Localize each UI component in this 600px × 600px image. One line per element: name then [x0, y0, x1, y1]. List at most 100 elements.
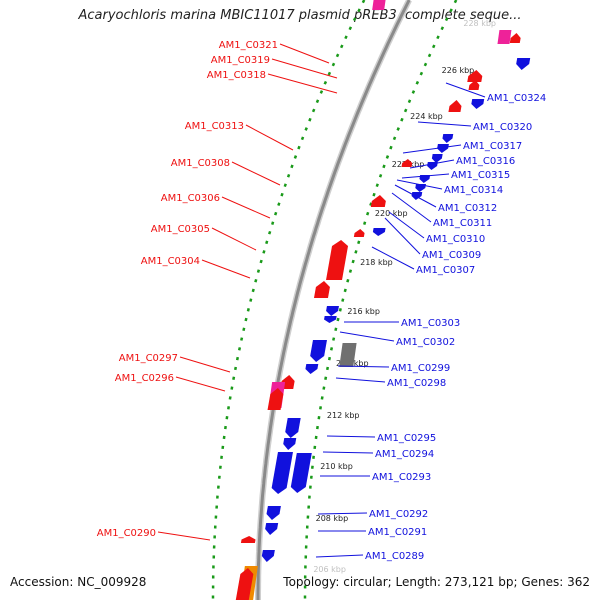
summary-label: Topology: circular; Length: 273,121 bp; … — [283, 575, 590, 589]
gene-label-right: AM1_C0320 — [473, 122, 532, 133]
kbp-tick-label: 218 kbp — [360, 258, 393, 267]
gene-label-left: AM1_C0297 — [119, 353, 178, 364]
gene-label-left: AM1_C0319 — [211, 55, 270, 66]
kbp-tick-label: 212 kbp — [327, 411, 360, 420]
gene-label-right: AM1_C0295 — [377, 433, 436, 444]
kbp-tick-label: 216 kbp — [347, 307, 380, 316]
gene-block — [419, 175, 431, 183]
gene-leader-line — [388, 211, 425, 239]
gene-leader-line — [175, 376, 226, 392]
gene-leader-line — [402, 144, 462, 154]
gene-label-left: AM1_C0296 — [115, 373, 174, 384]
gene-label-left: AM1_C0304 — [141, 256, 200, 267]
kbp-tick-label: 210 kbp — [320, 462, 353, 471]
gene-label-right: AM1_C0316 — [456, 156, 515, 167]
gene-leader-line — [211, 227, 257, 251]
gene-block — [471, 99, 485, 109]
gene-block — [339, 343, 357, 367]
gene-block — [431, 154, 443, 163]
gene-leader-line — [221, 196, 271, 219]
gene-leader-line — [417, 121, 472, 127]
gene-block — [326, 306, 339, 316]
gene-label-right: AM1_C0302 — [396, 337, 455, 348]
gene-label-right: AM1_C0315 — [451, 170, 510, 181]
gene-block — [509, 33, 521, 43]
gene-block — [235, 568, 254, 600]
gene-label-right: AM1_C0303 — [401, 318, 460, 329]
gene-leader-line — [339, 331, 395, 342]
gene-leader-line — [326, 435, 376, 438]
gene-label-right: AM1_C0299 — [391, 363, 450, 374]
backbone-circle — [256, 0, 411, 600]
gene-block — [240, 536, 256, 543]
gene-label-right: AM1_C0311 — [433, 218, 492, 229]
gene-label-left: AM1_C0308 — [171, 158, 230, 169]
gene-block — [266, 506, 281, 520]
gene-block — [290, 453, 312, 493]
gene-leader-line — [384, 217, 421, 255]
gene-block — [326, 240, 349, 280]
gene-leader-line — [315, 554, 364, 558]
gene-block — [271, 452, 293, 494]
gene-label-left: AM1_C0318 — [207, 70, 266, 81]
gene-leader-line — [371, 246, 415, 270]
gene-leader-line — [271, 58, 338, 79]
gene-block — [370, 195, 386, 207]
gene-label-right: AM1_C0292 — [369, 509, 428, 520]
gene-label-right: AM1_C0324 — [487, 93, 546, 104]
gene-leader-line — [279, 43, 330, 64]
gene-label-left: AM1_C0305 — [151, 224, 210, 235]
gene-block — [516, 58, 531, 70]
gene-block — [467, 70, 483, 82]
gene-block — [310, 340, 327, 362]
gene-label-right: AM1_C0291 — [368, 527, 427, 538]
kbp-tick-label: 224 kbp — [410, 112, 443, 121]
gene-leader-line — [337, 365, 390, 368]
gene-block — [442, 134, 454, 143]
gene-leader-line — [396, 179, 443, 190]
gene-block — [267, 388, 284, 410]
gene-leader-line — [317, 512, 368, 515]
gene-label-right: AM1_C0317 — [463, 141, 522, 152]
gene-block — [497, 30, 512, 44]
gene-leader-line — [201, 259, 251, 279]
gene-label-right: AM1_C0294 — [375, 449, 434, 460]
gene-label-right: AM1_C0310 — [426, 234, 485, 245]
outer-tick-arc — [303, 0, 458, 600]
gene-block — [448, 100, 462, 112]
gene-label-left: AM1_C0321 — [219, 40, 278, 51]
gene-leader-line — [335, 377, 386, 383]
gene-block — [372, 228, 386, 236]
gene-leader-line — [157, 531, 211, 541]
gene-leader-line — [445, 82, 486, 98]
gene-block — [283, 438, 297, 450]
gene-leader-line — [322, 451, 374, 454]
gene-label-right: AM1_C0298 — [387, 378, 446, 389]
accession-label: Accession: NC_009928 — [10, 575, 147, 589]
map-title: Acaryochloris marina MBIC11017 plasmid p… — [78, 8, 522, 23]
gene-label-left: AM1_C0290 — [97, 528, 156, 539]
gene-label-right: AM1_C0314 — [444, 185, 503, 196]
gene-block — [324, 316, 337, 323]
gene-label-right: AM1_C0289 — [365, 551, 424, 562]
gene-block — [411, 192, 423, 200]
kbp-tick-label: 206 kbp — [313, 565, 346, 574]
kbp-tick-label: 228 kbp — [463, 19, 496, 28]
gene-leader-line — [401, 173, 450, 179]
gene-label-right: AM1_C0309 — [422, 250, 481, 261]
kbp-tick-label: 226 kbp — [442, 66, 475, 75]
gene-label-right: AM1_C0312 — [438, 203, 497, 214]
gene-leader-line — [394, 184, 437, 208]
gene-label-left: AM1_C0313 — [185, 121, 244, 132]
gene-block — [415, 184, 426, 192]
gene-leader-line — [391, 192, 432, 223]
gene-label-right: AM1_C0293 — [372, 472, 431, 483]
gene-block — [353, 229, 365, 237]
gene-block — [437, 144, 449, 153]
gene-block — [305, 364, 319, 374]
gene-leader-line — [409, 159, 455, 169]
gene-block — [468, 80, 480, 90]
gene-block — [265, 523, 279, 535]
kbp-tick-label: 208 kbp — [316, 514, 349, 523]
